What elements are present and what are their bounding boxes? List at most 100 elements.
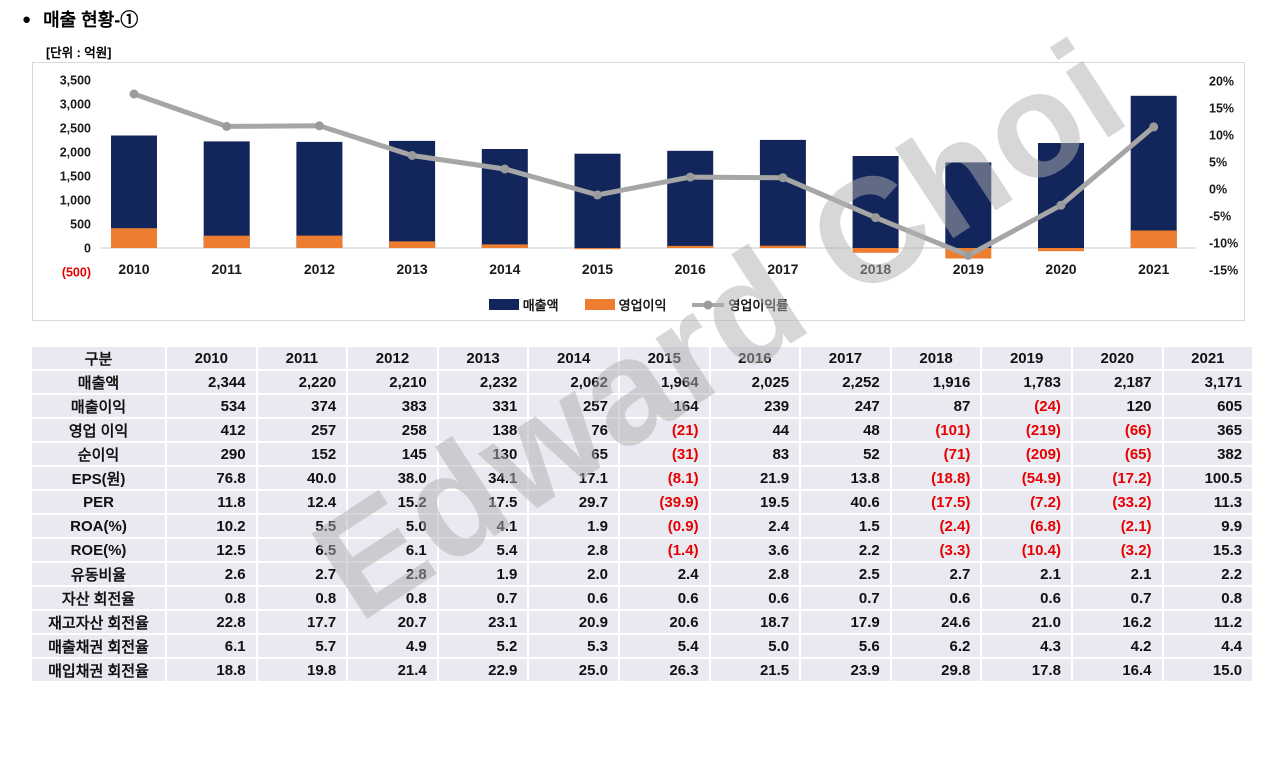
table-row: ROE(%) 12.5 6.5 6.1 5.4 2.8 (1.4) 3.6 2.2 (3.3) (1… [30, 537, 1255, 563]
table-cell: 1.9 [527, 513, 620, 539]
table-cell: (0.9) [617, 513, 711, 539]
table-cell: (219) [980, 417, 1073, 443]
table-cell: (2.1) [1070, 513, 1164, 539]
table-cell: (3.3) [889, 537, 983, 563]
table-cell: 5.4 [436, 537, 530, 563]
table-cell: 29.8 [889, 657, 983, 683]
table-cell: 16.2 [1070, 609, 1164, 635]
table-cell: 87 [889, 393, 983, 419]
table-cell: 374 [255, 393, 349, 419]
table-cell: (21) [617, 417, 711, 443]
legend-label-revenue: 매출액 [522, 298, 559, 313]
svg-text:5%: 5% [1209, 156, 1227, 170]
table-cell: 9.9 [1161, 513, 1255, 539]
table-cell: 11.2 [1161, 609, 1255, 635]
table-cell: 76 [527, 417, 620, 443]
svg-text:20%: 20% [1209, 75, 1234, 89]
table-column-header: 2019 [980, 345, 1073, 371]
right-axis-ticks: 20% 15% 10% 5% 0% -5% -10% -15% [1209, 75, 1238, 278]
table-cell: 17.5 [436, 489, 530, 515]
svg-text:2017: 2017 [767, 261, 798, 277]
table-cell: 5.3 [527, 633, 620, 659]
svg-text:-15%: -15% [1209, 264, 1238, 278]
table-cell: (66) [1070, 417, 1164, 443]
table-cell: 4.2 [1070, 633, 1164, 659]
table-cell: 412 [165, 417, 258, 443]
table-cell: 0.8 [1161, 585, 1255, 611]
table-cell: 2.8 [346, 561, 439, 587]
table-column-header: 2014 [527, 345, 620, 371]
svg-text:1,500: 1,500 [60, 170, 91, 184]
table-cell: 382 [1161, 441, 1255, 467]
table-cell: 2,025 [708, 369, 802, 395]
table-cell: (17.2) [1070, 465, 1164, 491]
row-label: 유동비율 [30, 561, 167, 587]
table-cell: 2.5 [799, 561, 892, 587]
svg-text:-5%: -5% [1209, 210, 1231, 224]
svg-text:3,500: 3,500 [60, 74, 91, 88]
table-cell: 15.0 [1161, 657, 1255, 683]
table-cell: 258 [346, 417, 439, 443]
table-cell: 65 [527, 441, 620, 467]
table-cell: 4.3 [980, 633, 1073, 659]
svg-text:2011: 2011 [212, 261, 243, 277]
table-cell: 247 [799, 393, 892, 419]
table-cell: 19.8 [255, 657, 349, 683]
margin-line-markers [129, 89, 1159, 260]
row-label: 순이익 [30, 441, 167, 467]
table-cell: 15.3 [1161, 537, 1255, 563]
table-cell: 1,916 [889, 369, 983, 395]
legend-label-op-income: 영업이익 [618, 298, 667, 313]
chart-legend: 매출액 영업이익 영업이익률 [33, 295, 1244, 314]
table-cell: 12.4 [255, 489, 349, 515]
table-cell: (2.4) [889, 513, 983, 539]
table-cell: 13.8 [799, 465, 892, 491]
row-label: 자산 회전율 [30, 585, 167, 611]
svg-text:2015: 2015 [582, 261, 613, 277]
table-row: 재고자산 회전율 22.8 17.7 20.7 23.1 20.9 20.6 18.7 17.9… [30, 609, 1255, 635]
table-cell: 18.8 [165, 657, 258, 683]
table-cell: 0.8 [255, 585, 349, 611]
table-cell: 100.5 [1161, 465, 1255, 491]
table-cell: 17.1 [527, 465, 620, 491]
table-cell: 1,964 [617, 369, 711, 395]
table-cell: 605 [1161, 393, 1255, 419]
table-cell: (39.9) [617, 489, 711, 515]
table-cell: 2,220 [255, 369, 349, 395]
table-cell: 2.8 [527, 537, 620, 563]
revenue-bars [111, 95, 1177, 248]
svg-text:2014: 2014 [489, 261, 520, 277]
svg-text:2,000: 2,000 [60, 146, 91, 160]
row-label: 영업 이익 [30, 417, 167, 443]
table-cell: 4.9 [346, 633, 439, 659]
row-label: EPS(원) [30, 465, 167, 491]
table-cell: (3.2) [1070, 537, 1164, 563]
row-label: PER [30, 489, 167, 515]
table-cell: 17.9 [799, 609, 892, 635]
row-label: 매출이익 [30, 393, 167, 419]
table-cell: 11.8 [165, 489, 258, 515]
table-cell: 2.1 [980, 561, 1073, 587]
table-cell: 6.2 [889, 633, 983, 659]
table-cell: 19.5 [708, 489, 802, 515]
table-cell: 120 [1070, 393, 1164, 419]
table-cell: 0.6 [617, 585, 711, 611]
margin-line-swatch-icon [692, 300, 725, 309]
table-cell: 15.2 [346, 489, 439, 515]
table-cell: 21.4 [346, 657, 439, 683]
svg-text:1,000: 1,000 [60, 194, 91, 208]
table-cell: (24) [980, 393, 1073, 419]
table-cell: 138 [436, 417, 530, 443]
table-cell: 24.6 [889, 609, 983, 635]
table-row: 유동비율 2.6 2.7 2.8 1.9 2.0 2.4 2.8 2.5 2.7 2.1 2.1 2.2 [30, 561, 1255, 587]
table-cell: 23.1 [436, 609, 530, 635]
table-cell: 34.1 [436, 465, 530, 491]
table-cell: 1,783 [980, 369, 1073, 395]
table-cell: 40.0 [255, 465, 349, 491]
table-cell: 4.1 [436, 513, 530, 539]
row-label: ROE(%) [30, 537, 167, 563]
table-cell: 0.6 [708, 585, 802, 611]
table-cell: 164 [617, 393, 711, 419]
table-cell: 3.6 [708, 537, 802, 563]
table-cell: (71) [889, 441, 983, 467]
